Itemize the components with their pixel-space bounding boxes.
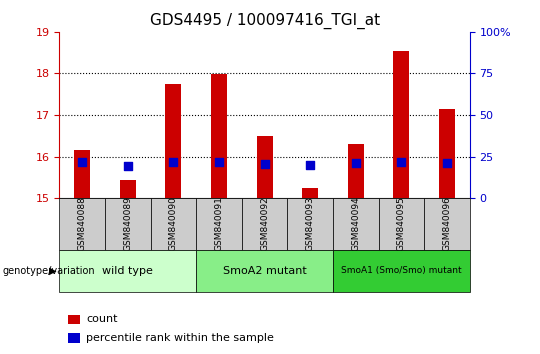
Bar	[165, 84, 181, 198]
Point	[215, 159, 224, 165]
Bar	[348, 144, 364, 198]
Title: GDS4495 / 100097416_TGI_at: GDS4495 / 100097416_TGI_at	[150, 13, 380, 29]
Bar	[302, 188, 318, 198]
FancyBboxPatch shape	[59, 198, 105, 250]
FancyBboxPatch shape	[287, 198, 333, 250]
Text: SmoA2 mutant: SmoA2 mutant	[222, 266, 307, 276]
Text: GSM840095: GSM840095	[397, 196, 406, 251]
Text: count: count	[86, 314, 118, 325]
Bar	[439, 109, 455, 198]
Point	[124, 163, 132, 169]
Text: GSM840094: GSM840094	[352, 196, 360, 251]
Bar	[74, 150, 90, 198]
Point	[260, 161, 269, 166]
Bar	[256, 136, 273, 198]
Point	[443, 160, 451, 166]
Text: GSM840096: GSM840096	[442, 196, 451, 251]
Point	[306, 162, 314, 168]
FancyBboxPatch shape	[196, 198, 242, 250]
Point	[397, 159, 406, 165]
Text: GSM840088: GSM840088	[78, 196, 87, 251]
Point	[352, 160, 360, 166]
FancyBboxPatch shape	[333, 198, 379, 250]
Text: genotype/variation: genotype/variation	[3, 266, 96, 276]
FancyBboxPatch shape	[196, 250, 333, 292]
Text: SmoA1 (Smo/Smo) mutant: SmoA1 (Smo/Smo) mutant	[341, 266, 462, 275]
Text: GSM840091: GSM840091	[214, 196, 224, 251]
Text: wild type: wild type	[103, 266, 153, 276]
FancyBboxPatch shape	[59, 250, 196, 292]
Text: GSM840089: GSM840089	[123, 196, 132, 251]
Text: GSM840090: GSM840090	[169, 196, 178, 251]
FancyBboxPatch shape	[151, 198, 196, 250]
FancyBboxPatch shape	[105, 198, 151, 250]
Bar	[120, 179, 136, 198]
Bar	[394, 51, 409, 198]
Bar	[68, 315, 80, 324]
FancyBboxPatch shape	[333, 250, 470, 292]
Text: GSM840092: GSM840092	[260, 196, 269, 251]
Point	[169, 159, 178, 165]
Point	[78, 159, 86, 165]
Text: GSM840093: GSM840093	[306, 196, 315, 251]
FancyBboxPatch shape	[424, 198, 470, 250]
Text: percentile rank within the sample: percentile rank within the sample	[86, 333, 274, 343]
FancyBboxPatch shape	[379, 198, 424, 250]
FancyBboxPatch shape	[242, 198, 287, 250]
Bar	[68, 333, 80, 343]
Bar	[211, 74, 227, 198]
Text: ▶: ▶	[49, 266, 57, 276]
